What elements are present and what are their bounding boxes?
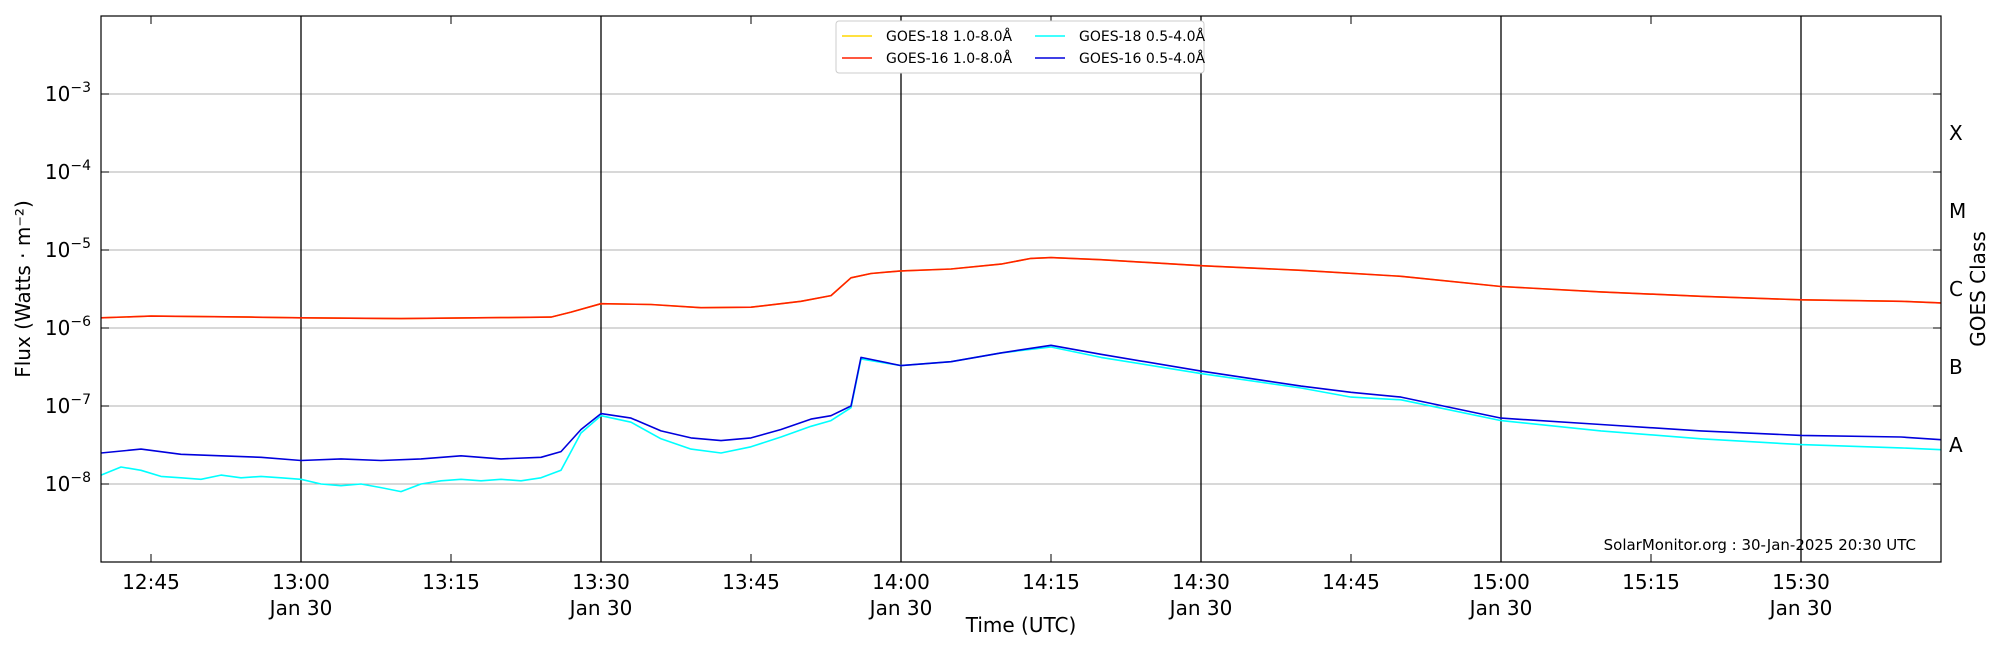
- legend-box: [835, 20, 1205, 74]
- x-tick-label: 13:15: [422, 570, 480, 594]
- y-tick-base: 10: [45, 394, 70, 418]
- legend: GOES-18 1.0-8.0Å GOES-16 1.0-8.0Å GOES-18 …: [835, 20, 1205, 74]
- goes-class-b: B: [1949, 355, 1963, 379]
- goes-class-m: M: [1949, 199, 1966, 223]
- legend-label: GOES-18 1.0-8.0Å: [886, 28, 1012, 45]
- y-tick-label: 10−4: [45, 158, 91, 184]
- goes-class-c: C: [1949, 277, 1963, 301]
- series-line-3: [100, 344, 1942, 462]
- legend-label: GOES-16 0.5-4.0Å: [1079, 50, 1205, 67]
- legend-label: GOES-16 1.0-8.0Å: [886, 50, 1012, 67]
- y-tick-base: 10: [45, 160, 70, 184]
- x-tick-label: 12:45: [122, 570, 180, 594]
- x-tick-date-label: Jan 30: [868, 596, 933, 620]
- y-tick-label: 10−3: [45, 80, 91, 106]
- goes-class-x: X: [1949, 121, 1963, 145]
- y-tick-exponent: −5: [70, 236, 91, 252]
- y-tick-exponent: −6: [70, 314, 91, 330]
- legend-label: GOES-18 0.5-4.0Å: [1079, 28, 1205, 45]
- series-line-0: [100, 256, 1942, 320]
- y-tick-base: 10: [45, 316, 70, 340]
- y-tick-label: 10−8: [45, 470, 91, 496]
- x-tick-date-label: Jan 30: [568, 596, 633, 620]
- y-tick-exponent: −7: [70, 392, 91, 408]
- x-axis-title: Time (UTC): [965, 613, 1077, 637]
- legend-items: GOES-18 1.0-8.0Å GOES-16 1.0-8.0Å GOES-18 …: [842, 28, 1205, 67]
- x-tick-label: 13:00: [272, 570, 330, 594]
- x-tick-date-label: Jan 30: [268, 596, 333, 620]
- x-tick-label: 14:45: [1322, 570, 1380, 594]
- plot-frame: [100, 15, 1942, 563]
- x-tick-label: 15:00: [1472, 570, 1530, 594]
- y-tick-base: 10: [45, 238, 70, 262]
- grid-lines: [101, 93, 1941, 485]
- y-tick-label: 10−5: [45, 236, 91, 262]
- y-tick-exponent: −8: [70, 470, 91, 486]
- x-tick-label: 14:15: [1022, 570, 1080, 594]
- y-tick-base: 10: [45, 82, 70, 106]
- x-tick-date-label: Jan 30: [1768, 596, 1833, 620]
- x-tick-label: 13:45: [722, 570, 780, 594]
- y-tick-base: 10: [45, 472, 70, 496]
- x-tick-label: 15:15: [1622, 570, 1680, 594]
- y-axis-ticks: 10−810−710−610−510−410−3: [45, 80, 1941, 496]
- x-tick-label: 13:30: [572, 570, 630, 594]
- x-tick-date-label: Jan 30: [1468, 596, 1533, 620]
- x-tick-label: 14:30: [1172, 570, 1230, 594]
- x-tick-label: 14:00: [872, 570, 930, 594]
- goes-class-labels: A B C M X: [1949, 121, 1966, 457]
- right-axis-title: GOES Class: [1966, 231, 1990, 347]
- y-axis-title: Flux (Watts · m⁻²): [11, 200, 35, 378]
- x-tick-label: 15:30: [1772, 570, 1830, 594]
- y-tick-exponent: −3: [70, 80, 91, 96]
- series-line-1: [100, 256, 1942, 320]
- credit-annotation: SolarMonitor.org : 30-Jan-2025 20:30 UTC: [1604, 536, 1916, 554]
- y-tick-exponent: −4: [70, 158, 91, 174]
- y-tick-label: 10−6: [45, 314, 91, 340]
- flux-series: [100, 256, 1942, 493]
- series-line-2: [100, 346, 1942, 493]
- goes-class-a: A: [1949, 433, 1963, 457]
- day-marker-lines: [300, 16, 1802, 562]
- y-tick-label: 10−7: [45, 392, 91, 418]
- x-tick-date-label: Jan 30: [1168, 596, 1233, 620]
